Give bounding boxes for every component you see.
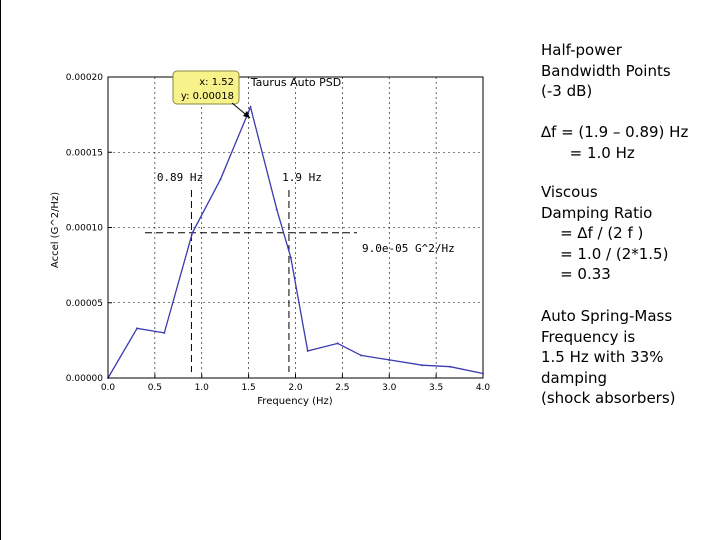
x-axis-label: Frequency (Hz) [257,396,333,407]
data-point [136,327,139,330]
data-point [449,365,452,368]
note-line: = 1.0 / (2*1.5) [541,244,669,263]
note-line: 1.5 Hz with 33% [541,348,664,366]
note-line: Viscous [541,183,598,201]
grid-layer [108,77,483,378]
note-damping-ratio: Viscous Damping Ratio = ∆f / (2 f ) = 1.… [541,182,668,285]
tick-layer: 0.0 0.5 1.0 1.5 2.0 2.5 3.0 3.5 4.0 0.00000 0.0000… [66,73,491,393]
x-tick-label: 4.0 [476,383,491,393]
data-tooltip: x: 1.52 y: 0.00018 [172,70,251,119]
note-line: Damping Ratio [541,203,653,222]
x-tick-label: 0.5 [148,383,162,393]
tooltip-x-text: x: 1.52 [199,77,234,88]
y-tick-label: 0.00000 [66,374,103,384]
x-tick-label: 1.0 [195,383,210,393]
left-marker-label: 0.89 Hz [157,171,203,184]
x-tick-label: 3.0 [382,383,397,393]
tooltip-arrowhead [243,111,250,118]
reference-lines [145,190,357,372]
data-point [191,231,194,234]
y-tick-label: 0.00005 [66,299,103,309]
note-line: Half-power [541,41,622,59]
data-point [336,342,339,345]
note-line: = 1.0 Hz [541,143,635,162]
note-line: Frequency is [541,327,636,346]
right-marker-label: 1.9 Hz [282,171,322,184]
data-point [275,208,278,211]
note-line: (shock absorbers) [541,389,676,407]
note-line: = 0.33 [541,265,611,283]
note-half-power: Half-power Bandwidth Points (-3 dB) [541,40,671,102]
x-tick-label: 2.0 [288,383,303,393]
note-line: = ∆f / (2 f ) [541,224,644,242]
note-delta-f: ∆f = (1.9 – 0.89) Hz = 1.0 Hz [541,122,688,163]
psd-chart: 0.0 0.5 1.0 1.5 2.0 2.5 3.0 3.5 4.0 0.00000 0.0000… [50,70,491,407]
data-point [163,331,166,334]
y-axis-label: Accel (G^2/Hz) [50,192,61,268]
tooltip-y-text: y: 0.00018 [181,91,234,102]
data-point [388,358,391,361]
note-line: ∆f = (1.9 – 0.89) Hz [541,123,689,141]
note-line: Auto Spring-Mass [541,307,673,325]
series-layer [107,105,484,379]
note-line: (-3 dB) [541,82,593,100]
data-point [482,372,484,375]
slide-left-border [0,0,1,540]
data-point [249,106,252,109]
data-point [289,256,292,259]
note-line: damping [541,368,608,387]
half-power-label: 9.0e-05 G^2/Hz [362,242,455,255]
data-point [421,364,424,367]
x-tick-label: 2.5 [335,383,349,393]
tooltip-box [172,70,240,105]
y-tick-label: 0.00020 [66,73,103,83]
x-tick-label: 3.5 [429,383,443,393]
data-point [360,354,363,357]
y-tick-label: 0.00015 [66,148,103,158]
data-point [219,178,222,181]
note-line: Bandwidth Points [541,61,671,80]
x-tick-label: 0.0 [101,383,116,393]
x-tick-label: 1.5 [241,383,255,393]
data-point [306,349,309,352]
y-tick-label: 0.00010 [66,224,103,234]
note-spring-mass: Auto Spring-Mass Frequency is 1.5 Hz wit… [541,306,676,409]
chart-title: Taurus Auto PSD [250,76,341,89]
